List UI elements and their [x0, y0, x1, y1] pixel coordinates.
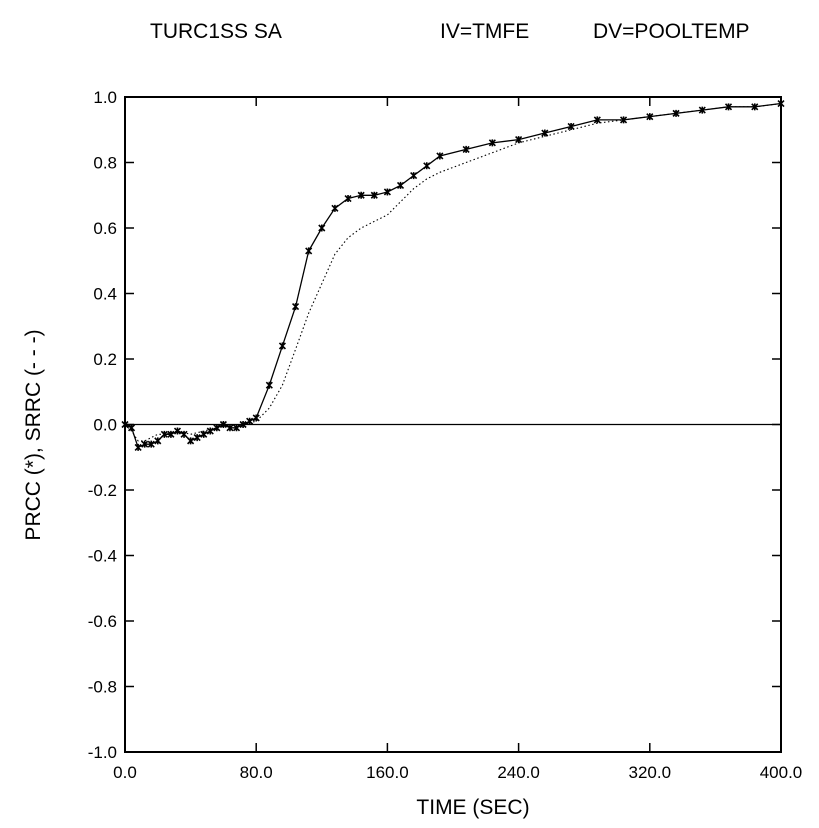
prcc-point	[239, 420, 247, 429]
prcc-point	[619, 116, 628, 124]
prcc-point	[141, 440, 149, 448]
prcc-point	[265, 381, 273, 389]
x-tick-label: 320.0	[629, 763, 672, 782]
srrc-series-line	[124, 102, 782, 442]
x-tick-label: 400.0	[760, 763, 803, 782]
prcc-point	[410, 172, 418, 180]
prcc-point	[567, 122, 575, 131]
prcc-point	[318, 224, 326, 232]
prcc-point	[232, 424, 241, 432]
prcc-point	[127, 424, 136, 432]
header-iv-label: IV=TMFE	[440, 20, 529, 43]
y-tick-label: 0.8	[93, 154, 117, 173]
y-tick-label: 0.0	[93, 416, 117, 435]
header-left-label: TURC1SS SA	[150, 20, 282, 43]
prcc-point	[173, 427, 182, 435]
prcc-point	[252, 414, 260, 422]
prcc-point	[593, 116, 601, 124]
y-tick-label: -0.4	[88, 547, 117, 566]
prcc-point	[219, 420, 227, 429]
x-tick-label: 240.0	[497, 763, 540, 782]
prcc-point	[154, 437, 162, 445]
prcc-point	[167, 430, 175, 438]
prcc-point	[193, 434, 201, 442]
prcc-point	[331, 204, 339, 212]
x-tick-label: 0.0	[113, 763, 137, 782]
prcc-point	[180, 430, 188, 438]
prcc-point	[246, 417, 254, 425]
prcc-point	[751, 103, 759, 111]
prcc-point	[278, 342, 287, 350]
prcc-point	[291, 303, 300, 311]
y-tick-label: -0.2	[88, 481, 117, 500]
prcc-point	[488, 139, 496, 147]
x-tick-label: 160.0	[366, 763, 409, 782]
prcc-point	[187, 437, 195, 445]
plot-area: 1.00.80.60.40.20.0-0.2-0.4-0.6-0.8-1.00.…	[88, 88, 803, 782]
prcc-point	[200, 430, 208, 438]
prcc-point	[396, 181, 405, 189]
prcc-point	[423, 162, 431, 170]
prcc-point	[462, 145, 470, 153]
prcc-point	[646, 113, 654, 121]
prcc-point	[357, 191, 365, 199]
prcc-series-line	[124, 102, 782, 449]
prcc-point	[436, 152, 444, 160]
prcc-point	[515, 136, 523, 144]
y-tick-label: -0.8	[88, 678, 117, 697]
prcc-point	[698, 106, 706, 114]
x-tick-label: 80.0	[240, 763, 273, 782]
prcc-point	[226, 424, 234, 432]
prcc-point	[134, 443, 142, 451]
prcc-point	[724, 103, 733, 111]
header-dv-label: DV=POOLTEMP	[593, 20, 750, 43]
prcc-point	[370, 191, 378, 199]
x-axis-label: TIME (SEC)	[416, 796, 529, 819]
y-axis-label: PRCC (*), SRRC (- - -)	[22, 329, 45, 540]
prcc-point	[147, 440, 155, 448]
prcc-point	[344, 194, 352, 203]
y-tick-label: 1.0	[93, 88, 117, 107]
prcc-point	[213, 424, 221, 432]
prcc-point	[777, 99, 785, 108]
prcc-point	[206, 427, 214, 435]
prcc-point	[383, 188, 391, 196]
prcc-point	[541, 129, 549, 137]
y-tick-label: -1.0	[88, 743, 117, 762]
y-tick-label: 0.4	[93, 285, 117, 304]
prcc-point	[305, 247, 313, 255]
y-tick-label: -0.6	[88, 612, 117, 631]
y-tick-label: 0.2	[93, 350, 117, 369]
y-tick-label: 0.6	[93, 219, 117, 238]
